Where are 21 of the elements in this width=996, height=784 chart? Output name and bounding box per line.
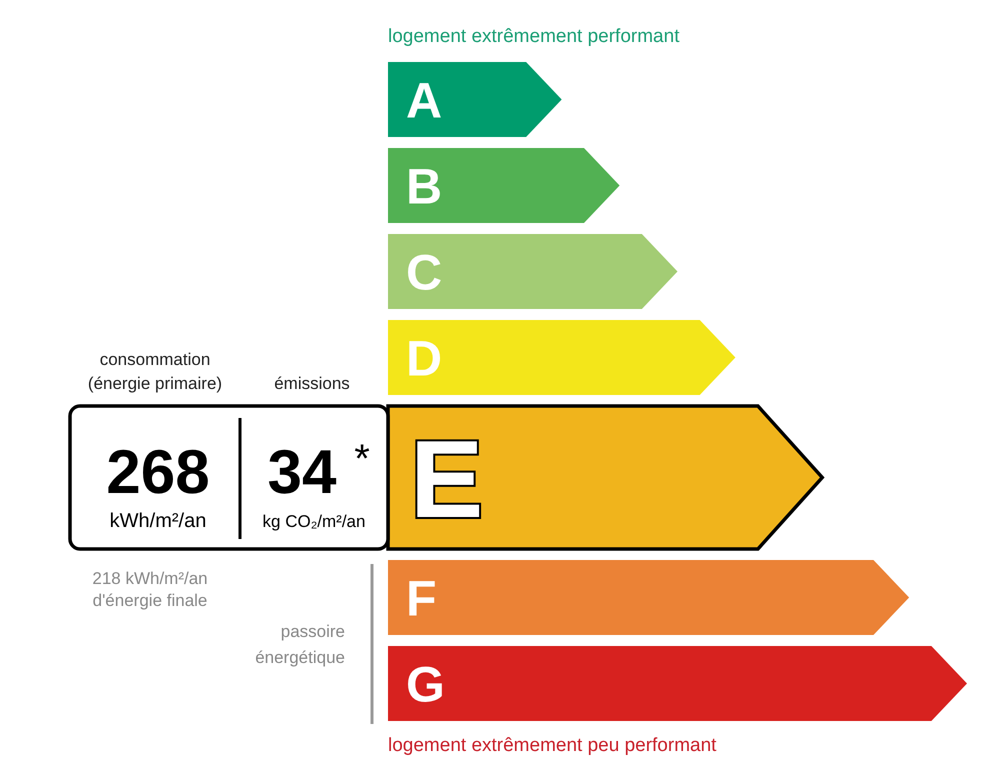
y-tick-label: G bbox=[406, 656, 445, 712]
text: consommation bbox=[100, 350, 210, 369]
text: émissions bbox=[274, 374, 350, 393]
text: passoire bbox=[280, 622, 345, 641]
text: 34 bbox=[268, 438, 337, 507]
text: kWh/m²/an bbox=[110, 510, 206, 532]
text: (énergie primaire) bbox=[88, 374, 222, 393]
text: 218 kWh/m²/an bbox=[92, 569, 208, 588]
y-tick-label: C bbox=[406, 244, 442, 300]
text: logement extrêmement peu performant bbox=[388, 735, 718, 756]
y-tick-label: B bbox=[406, 158, 442, 214]
y-tick-label: A bbox=[406, 72, 442, 128]
y-tick-label: F bbox=[406, 570, 437, 626]
text: * bbox=[354, 437, 370, 481]
annotation: logement extrêmement performant bbox=[388, 26, 680, 47]
annotation: 268 bbox=[106, 438, 210, 507]
y-tick-label: E bbox=[410, 418, 484, 542]
text: d'énergie finale bbox=[92, 591, 208, 610]
text: kg CO₂/m²/an bbox=[262, 512, 366, 531]
text: énergétique bbox=[255, 648, 345, 667]
y-tick-label: D bbox=[406, 330, 442, 386]
